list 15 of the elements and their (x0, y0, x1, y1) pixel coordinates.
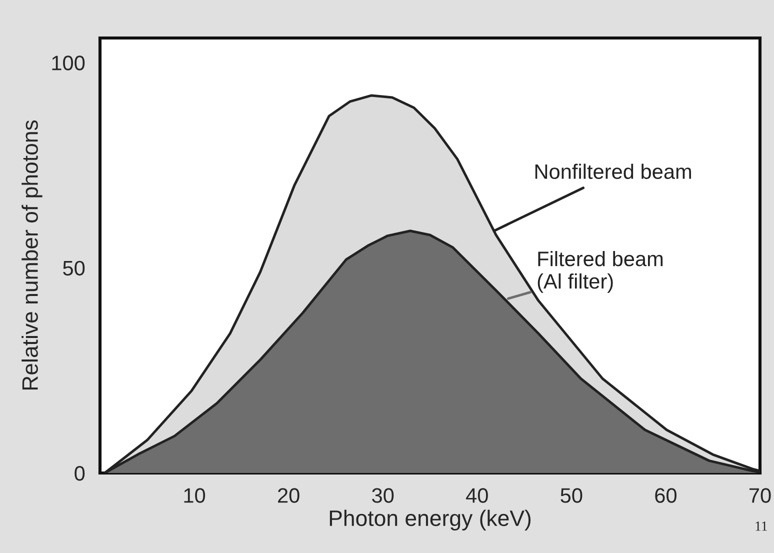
x-tick-label: 70 (749, 488, 771, 503)
x-tick-label: 60 (655, 488, 676, 503)
x-tick-label: 40 (466, 488, 488, 503)
x-tick-label: 50 (560, 488, 582, 503)
y-axis-title: Relative number of photons (22, 120, 42, 390)
x-tick-label: 10 (184, 488, 206, 503)
x-tick-label: 30 (372, 488, 394, 503)
y-tick-label: 100 (52, 56, 85, 70)
x-axis-title: Photon energy (keV) (330, 510, 531, 530)
text: Nonfiltered beam (535, 164, 691, 180)
y-tick-label: 50 (63, 260, 85, 276)
legend-label: Filtered beam (Al filter) (538, 250, 663, 293)
y-tick-label: 0 (74, 466, 85, 481)
x-tick-label: 20 (278, 488, 300, 503)
text: 11 (756, 522, 767, 531)
